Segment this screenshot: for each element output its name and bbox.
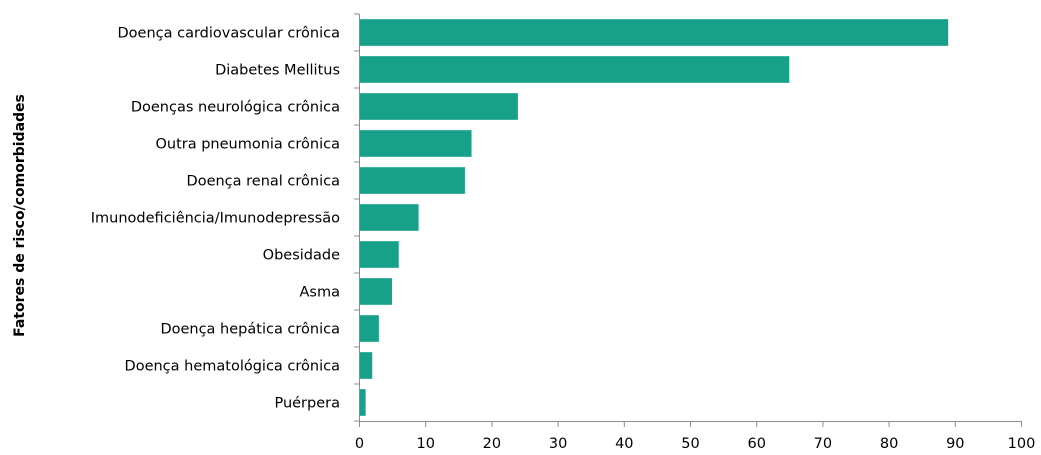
x-tick-label: 90 bbox=[946, 436, 964, 452]
x-tick-label: 60 bbox=[747, 436, 765, 452]
bar bbox=[359, 130, 472, 157]
category-label: Puérpera bbox=[274, 396, 340, 412]
category-label: Doença hematológica crônica bbox=[125, 359, 340, 375]
category-label: Diabetes Mellitus bbox=[215, 63, 340, 79]
x-tick-label: 70 bbox=[814, 436, 832, 452]
bar bbox=[359, 389, 366, 416]
bars-group bbox=[359, 19, 949, 416]
x-tick-label: 10 bbox=[416, 436, 434, 452]
category-label: Doença cardiovascular crônica bbox=[117, 26, 340, 42]
bar bbox=[359, 93, 518, 120]
bar bbox=[359, 315, 379, 342]
bar bbox=[359, 167, 465, 194]
category-labels: Doença cardiovascular crônica Diabetes Me… bbox=[91, 26, 340, 412]
bar bbox=[359, 56, 790, 83]
x-tick-label: 80 bbox=[880, 436, 898, 452]
category-label: Doença renal crônica bbox=[187, 174, 340, 190]
bar bbox=[359, 19, 949, 46]
bar bbox=[359, 241, 399, 268]
x-axis-tick-labels: 0 10 20 30 40 50 60 70 80 90 100 bbox=[355, 436, 1035, 452]
x-tick-label: 20 bbox=[483, 436, 501, 452]
category-label: Outra pneumonia crônica bbox=[155, 137, 340, 153]
bar bbox=[359, 204, 419, 231]
y-axis-title: Fatores de risco/comorbidades bbox=[12, 94, 28, 337]
category-label: Doenças neurológica crônica bbox=[131, 100, 340, 116]
x-tick-label: 0 bbox=[355, 436, 364, 452]
bar bbox=[359, 352, 373, 379]
x-tick-label: 30 bbox=[549, 436, 567, 452]
category-label: Asma bbox=[300, 285, 340, 301]
bar bbox=[359, 278, 393, 305]
category-label: Doença hepática crônica bbox=[160, 322, 340, 338]
category-label: Obesidade bbox=[263, 248, 340, 264]
x-axis-ticks bbox=[354, 13, 1022, 427]
x-tick-label: 50 bbox=[681, 436, 699, 452]
x-tick-label: 40 bbox=[615, 436, 633, 452]
x-tick-label: 100 bbox=[1008, 436, 1036, 452]
category-label: Imunodeficiência/Imunodepressão bbox=[91, 211, 340, 227]
